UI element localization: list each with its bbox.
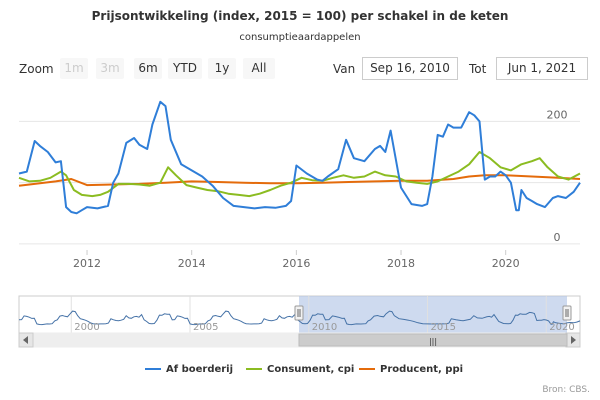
zoom-all-button[interactable]: All [243, 58, 275, 79]
scroll-left-arrow-icon [23, 336, 28, 344]
scrollbar-thumb[interactable] [298, 333, 568, 347]
chart-title: Prijsontwikkeling (index, 2015 = 100) pe… [91, 9, 509, 23]
navigator-tick-label: 2000 [74, 322, 99, 333]
chart-subtitle: consumptieaardappelen [239, 32, 361, 43]
range-to-input[interactable]: Jun 1, 2021 [496, 57, 588, 80]
legend-label-af-boerderij: Af boerderij [166, 364, 234, 375]
legend-label-producent: Producent, ppi [380, 364, 464, 375]
x-axis: 2012 2014 2016 2018 2020 [73, 250, 520, 270]
scrollbar[interactable]: ||| [18, 332, 581, 348]
y-tick-label: 200 [547, 108, 568, 121]
navigator-left-handle[interactable] [294, 305, 304, 321]
series-line-af-boerderij [18, 100, 581, 215]
range-to-label: Tot [469, 62, 487, 76]
series-lines [18, 100, 581, 215]
zoom-6m-button[interactable]: 6m [134, 58, 162, 79]
zoom-1m-button[interactable]: 1m [60, 58, 88, 79]
x-tick-label: 2016 [282, 257, 310, 270]
scrollbar-grip-icon: ||| [429, 337, 437, 346]
x-tick-label: 2018 [387, 257, 415, 270]
legend-swatch-consument [246, 368, 262, 370]
x-tick-label: 2012 [73, 257, 101, 270]
legend-swatch-producent [359, 368, 375, 370]
navigator-tick-label: 2020 [549, 322, 574, 333]
navigator-series-line [18, 310, 581, 326]
x-tick-label: 2014 [178, 257, 206, 270]
navigator[interactable]: 2000 2005 2010 2015 2020 [18, 295, 581, 334]
navigator-ticks: 2000 2005 2010 2015 2020 [74, 322, 574, 333]
zoom-ytd-button[interactable]: YTD [168, 58, 202, 79]
legend-swatch-af-boerderij [145, 368, 161, 370]
range-from-input[interactable]: Sep 16, 2010 [362, 57, 458, 80]
zoom-1y-button[interactable]: 1y [208, 58, 236, 79]
navigator-tick-label: 2010 [312, 322, 337, 333]
legend-item-producent[interactable]: Producent, ppi [359, 364, 463, 375]
y-tick-label: 0 [554, 231, 561, 244]
series-line-consument-cpi [18, 151, 581, 198]
navigator-grid [70, 296, 547, 333]
legend-label-consument: Consument, cpi [267, 364, 355, 375]
y-axis: 0 200 [547, 108, 568, 243]
zoom-label: Zoom [19, 62, 54, 76]
credits: Bron: CBS. [542, 385, 590, 395]
navigator-tick-label: 2015 [431, 322, 456, 333]
legend-item-consument[interactable]: Consument, cpi [246, 364, 354, 375]
scroll-right-arrow-icon [571, 336, 576, 344]
zoom-3m-button[interactable]: 3m [96, 58, 124, 79]
range-from-label: Van [333, 62, 356, 76]
legend-item-af-boerderij[interactable]: Af boerderij [145, 364, 233, 375]
x-tick-label: 2020 [492, 257, 520, 270]
navigator-tick-label: 2005 [193, 322, 218, 333]
navigator-right-handle[interactable] [562, 305, 572, 321]
